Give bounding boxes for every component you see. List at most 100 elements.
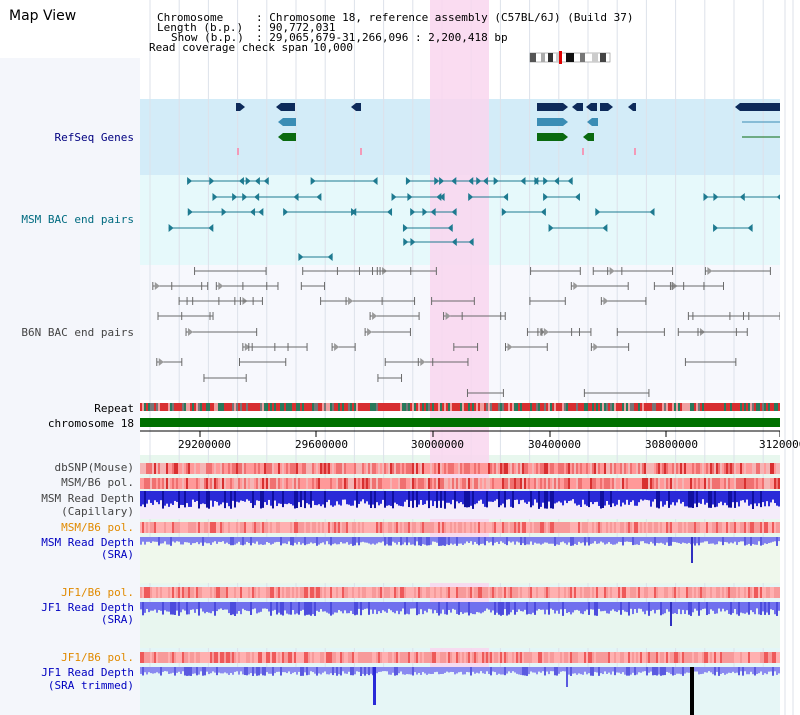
heat-cell	[688, 652, 690, 663]
heat-cell	[678, 522, 680, 533]
track-label-jf1-depth-trim[interactable]: JF1 Read Depth	[41, 666, 134, 679]
repeat-segment	[328, 403, 330, 411]
depth-bar	[298, 537, 300, 542]
depth-bar	[512, 537, 514, 542]
heat-cell	[616, 652, 618, 663]
heat-cell	[512, 652, 514, 663]
depth-bar	[688, 491, 690, 508]
heat-cell	[354, 463, 356, 474]
track-label-dbsnp[interactable]: dbSNP(Mouse)	[54, 461, 134, 474]
heat-cell	[440, 522, 442, 533]
depth-bar	[256, 602, 258, 614]
heat-cell	[462, 522, 464, 533]
heat-cell	[400, 587, 402, 598]
repeat-segment	[632, 403, 634, 411]
repeat-segment	[576, 403, 578, 411]
depth-bar	[768, 602, 770, 615]
heat-cell	[352, 463, 354, 474]
heat-cell	[158, 463, 160, 474]
track-label-jf1-b6-pol[interactable]: JF1/B6 pol.	[61, 586, 134, 599]
heat-cell	[572, 463, 574, 474]
depth-bar	[680, 602, 682, 615]
depth-bar	[212, 602, 214, 612]
track-label-b6n-bac[interactable]: B6N BAC end pairs	[21, 326, 134, 339]
depth-bar	[428, 491, 430, 509]
depth-bar	[554, 667, 556, 676]
depth-bar	[328, 667, 330, 675]
depth-bar	[192, 602, 194, 610]
depth-bar	[766, 667, 768, 675]
track-label-msm-bac[interactable]: MSM BAC end pairs	[21, 213, 134, 226]
track-label-repeat[interactable]: Repeat	[94, 402, 134, 415]
heat-cell	[378, 522, 380, 533]
depth-bar	[510, 491, 512, 507]
repeat-segment	[514, 403, 516, 411]
heat-cell	[614, 587, 616, 598]
repeat-segment	[368, 403, 370, 411]
heat-cell	[152, 652, 154, 663]
bac-end	[402, 224, 408, 232]
depth-bar	[678, 491, 680, 500]
heat-cell	[246, 587, 248, 598]
repeat-segment	[438, 403, 440, 411]
heat-cell	[672, 522, 674, 533]
depth-bar	[240, 602, 242, 615]
heat-cell	[688, 478, 690, 489]
track-label-msm-b6-pol-2[interactable]: MSM/B6 pol.	[61, 521, 134, 534]
heat-cell	[182, 522, 184, 533]
repeat-segment	[656, 403, 658, 411]
heat-cell	[488, 587, 490, 598]
heat-cell	[476, 463, 478, 474]
heat-cell	[500, 463, 502, 474]
depth-bar	[390, 537, 392, 546]
track-label-chromosome[interactable]: chromosome 18	[47, 417, 134, 430]
repeat-segment	[458, 403, 460, 411]
depth-bar	[766, 537, 768, 544]
heat-cell	[244, 463, 246, 474]
heat-cell	[682, 652, 684, 663]
heat-cell	[658, 587, 660, 598]
depth-bar	[774, 667, 776, 672]
depth-bar	[618, 667, 620, 673]
depth-bar	[702, 667, 704, 674]
depth-bar	[196, 491, 198, 501]
track-label-msm-b6-pol[interactable]: MSM/B6 pol.	[61, 476, 134, 489]
depth-bar	[400, 667, 402, 672]
depth-bar	[448, 491, 450, 503]
repeat-segment	[676, 403, 678, 411]
heat-cell	[766, 478, 768, 489]
heat-cell	[514, 522, 516, 533]
heat-cell	[390, 522, 392, 533]
depth-bar	[750, 667, 752, 672]
track-label-refseq[interactable]: RefSeq Genes	[54, 131, 134, 144]
depth-bar	[378, 602, 380, 612]
heat-cell	[504, 652, 506, 663]
heat-cell	[312, 522, 314, 533]
depth-bar	[584, 667, 586, 672]
depth-bar	[550, 602, 552, 609]
depth-bar	[238, 602, 240, 612]
heat-cell	[708, 478, 710, 489]
track-label-msm-depth-cap[interactable]: MSM Read Depth	[41, 492, 134, 505]
repeat-segment	[274, 403, 276, 411]
track-label-jf1-b6-pol-2[interactable]: JF1/B6 pol.	[61, 651, 134, 664]
depth-bar	[582, 491, 584, 500]
heat-cell	[752, 587, 754, 598]
repeat-segment	[244, 403, 246, 411]
heat-cell	[534, 478, 536, 489]
heat-cell	[532, 587, 534, 598]
heat-cell	[262, 587, 264, 598]
heat-cell	[772, 587, 774, 598]
heat-cell	[596, 652, 598, 663]
track-label-jf1-depth-sra[interactable]: JF1 Read Depth	[41, 601, 134, 614]
track-label-msm-depth-sra[interactable]: MSM Read Depth	[41, 536, 134, 549]
depth-bar	[426, 537, 428, 546]
repeat-segment	[720, 403, 722, 411]
depth-bar	[702, 491, 704, 500]
heat-cell	[606, 463, 608, 474]
repeat-segment	[384, 403, 386, 411]
depth-bar	[442, 491, 444, 501]
depth-bar	[142, 667, 144, 676]
depth-bar	[572, 491, 574, 500]
